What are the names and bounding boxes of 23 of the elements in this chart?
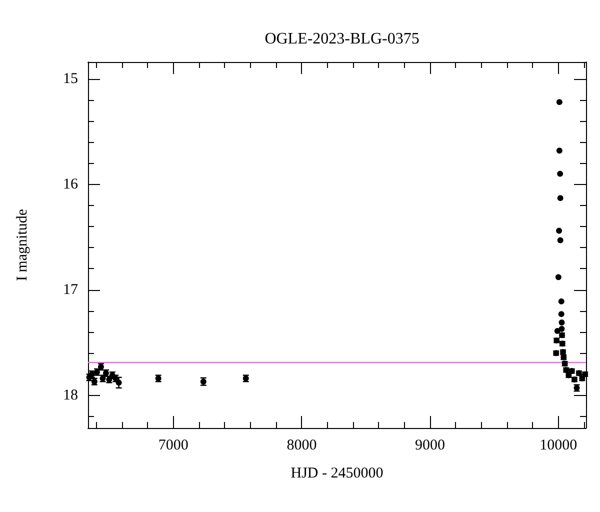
point — [556, 148, 562, 154]
point — [557, 195, 564, 202]
point — [557, 237, 564, 244]
point — [116, 380, 122, 386]
y-axis-title: I magnitude — [14, 208, 30, 282]
x-axis-title: HJD - 2450000 — [290, 466, 384, 482]
point — [558, 320, 565, 326]
y-tick-label: 18 — [63, 387, 78, 404]
y-tick-label: 17 — [63, 282, 78, 298]
point — [557, 170, 564, 177]
x-tick-label: 7000 — [158, 438, 188, 454]
point — [555, 274, 562, 280]
point — [556, 228, 562, 234]
point — [556, 99, 562, 106]
point — [558, 326, 565, 332]
point — [558, 311, 564, 318]
chart-title: OGLE-2023-BLG-0375 — [264, 30, 420, 48]
x-tick-label: 10000 — [540, 438, 578, 454]
x-tick-label: 8000 — [286, 438, 317, 454]
y-tick-label: 15 — [63, 70, 78, 87]
point — [558, 298, 564, 304]
y-tick-label: 16 — [63, 176, 78, 192]
x-tick-label: 9000 — [415, 438, 446, 454]
